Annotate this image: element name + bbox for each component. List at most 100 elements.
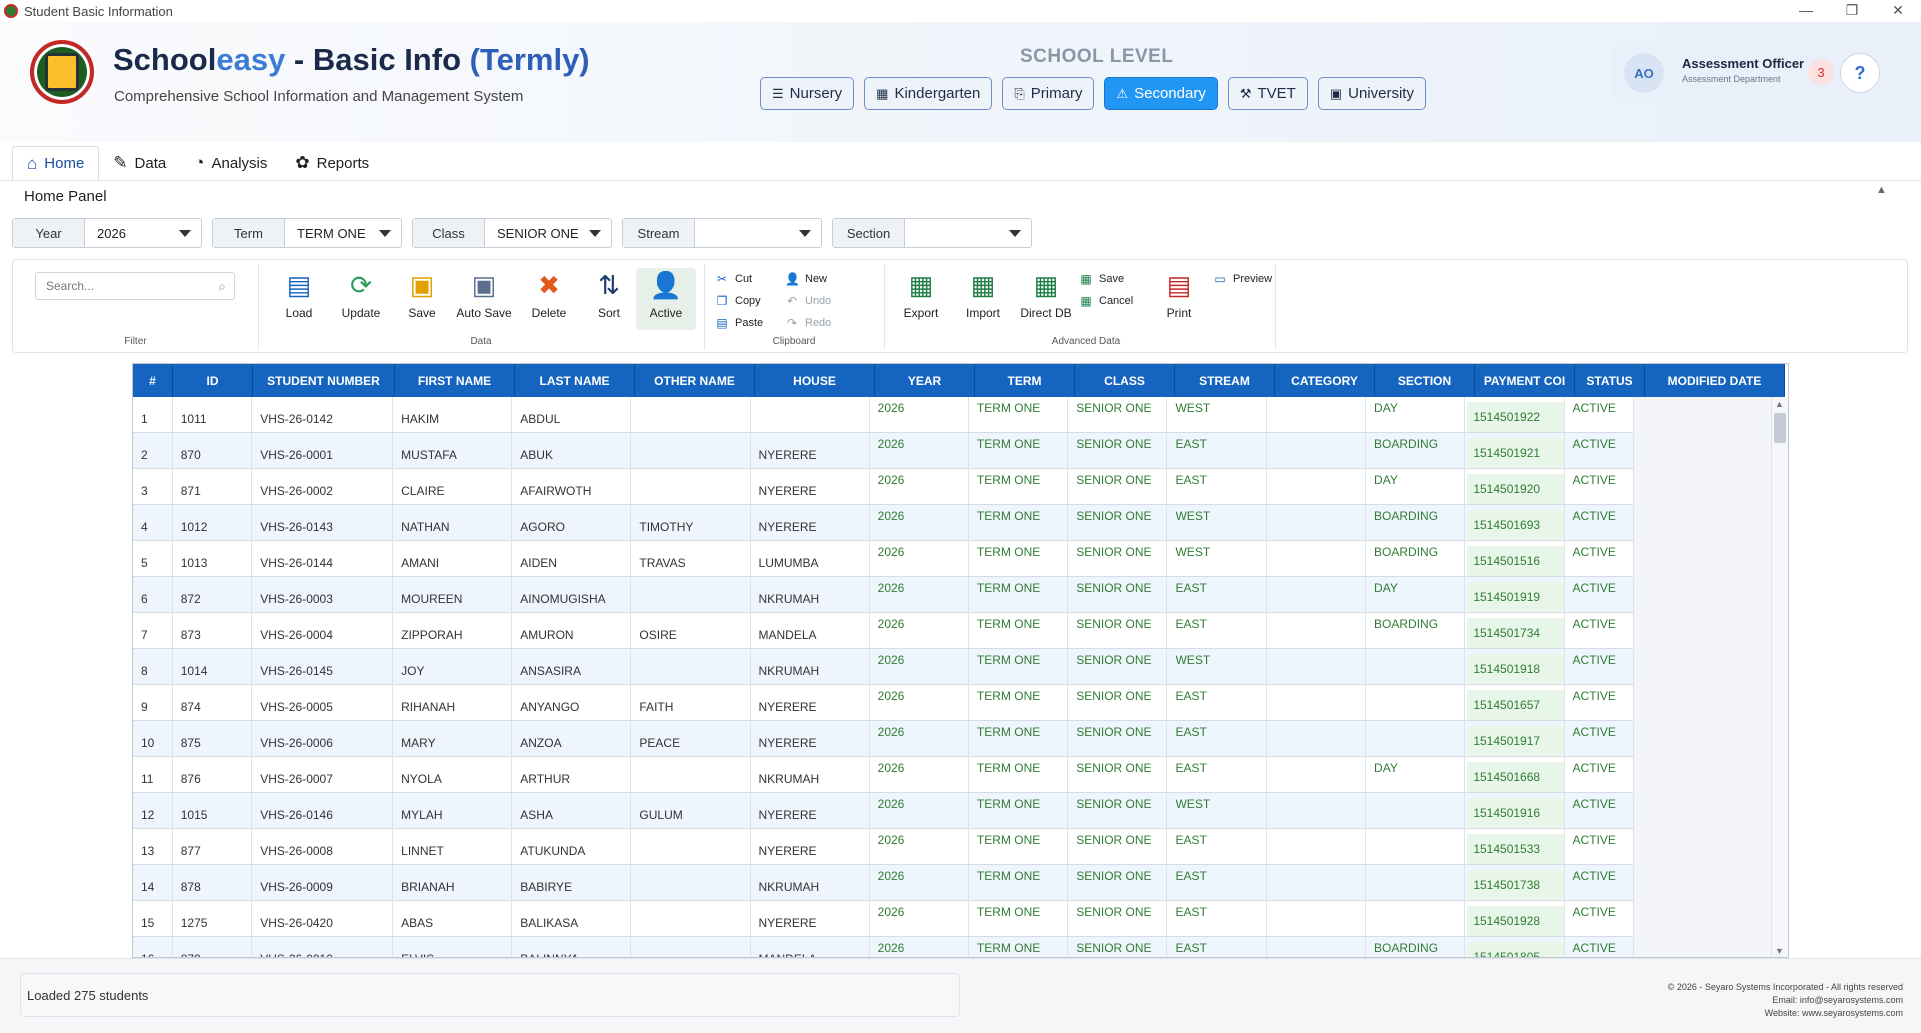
cell-col-payment-code[interactable]: 1514501734	[1465, 613, 1565, 649]
cell-col-first-name[interactable]: MARY	[393, 721, 513, 757]
cell-col-modified-date[interactable]	[1634, 613, 1774, 649]
cell-col-term[interactable]: TERM ONE	[969, 829, 1069, 865]
cell-col-index[interactable]: 2	[133, 433, 173, 469]
avatar[interactable]: AO	[1624, 53, 1664, 93]
export-button[interactable]: ▦ Export	[903, 270, 939, 320]
cell-col-house[interactable]: NYERERE	[751, 685, 870, 721]
cell-col-id[interactable]: 875	[173, 721, 253, 757]
cell-col-category[interactable]	[1267, 901, 1367, 937]
cell-col-status[interactable]: ACTIVE	[1565, 865, 1635, 901]
cell-col-other-name[interactable]: OSIRE	[631, 613, 751, 649]
tab-home[interactable]: ⌂ Home	[12, 146, 100, 180]
cell-col-year[interactable]: 2026	[870, 901, 969, 937]
cell-col-student-number[interactable]: VHS-26-0002	[252, 469, 394, 505]
cell-col-payment-code[interactable]: 1514501668	[1465, 757, 1565, 793]
cell-col-class[interactable]: SENIOR ONE	[1068, 829, 1168, 865]
cell-col-section[interactable]: DAY	[1366, 577, 1466, 613]
cell-col-status[interactable]: ACTIVE	[1565, 901, 1635, 937]
cell-col-year[interactable]: 2026	[870, 541, 969, 577]
header-col-modified-date[interactable]: MODIFIED DATE	[1645, 364, 1785, 397]
header-col-house[interactable]: HOUSE	[755, 364, 875, 397]
cell-col-modified-date[interactable]	[1634, 793, 1774, 829]
header-col-term[interactable]: TERM	[975, 364, 1075, 397]
cell-col-year[interactable]: 2026	[870, 397, 969, 433]
cell-col-other-name[interactable]	[631, 649, 751, 685]
cell-col-student-number[interactable]: VHS-26-0005	[252, 685, 394, 721]
table-row[interactable]: 7 873 VHS-26-0004 ZIPPORAH AMURON OSIRE MANDEL…	[133, 613, 1774, 649]
table-row[interactable]: 9 874 VHS-26-0005 RIHANAH ANYANGO FAITH NYERER…	[133, 685, 1774, 721]
cell-col-last-name[interactable]: AMURON	[512, 613, 632, 649]
cell-col-term[interactable]: TERM ONE	[969, 613, 1069, 649]
cell-col-last-name[interactable]: ABUK	[512, 433, 632, 469]
cell-col-term[interactable]: TERM ONE	[969, 397, 1069, 433]
cell-col-index[interactable]: 14	[133, 865, 173, 901]
cell-col-payment-code[interactable]: 1514501657	[1465, 685, 1565, 721]
cell-col-payment-code[interactable]: 1514501928	[1465, 901, 1565, 937]
notification-badge[interactable]: 3	[1808, 59, 1834, 85]
cell-col-first-name[interactable]: AMANI	[393, 541, 513, 577]
cell-col-stream[interactable]: WEST	[1167, 541, 1267, 577]
auto-save-button[interactable]: ▣ Auto Save	[456, 270, 512, 320]
cell-col-last-name[interactable]: AIDEN	[512, 541, 632, 577]
cell-col-student-number[interactable]: VHS-26-0146	[252, 793, 394, 829]
update-button[interactable]: ⟳ Update	[341, 270, 381, 320]
cell-col-house[interactable]: NYERERE	[751, 901, 870, 937]
header-col-id[interactable]: ID	[173, 364, 253, 397]
cell-col-last-name[interactable]: BABIRYE	[512, 865, 632, 901]
cell-col-id[interactable]: 872	[173, 577, 253, 613]
cell-col-student-number[interactable]: VHS-26-0145	[252, 649, 394, 685]
cell-col-category[interactable]	[1267, 397, 1367, 433]
cell-col-category[interactable]	[1267, 721, 1367, 757]
cell-col-category[interactable]	[1267, 757, 1367, 793]
table-row[interactable]: 10 875 VHS-26-0006 MARY ANZOA PEACE NYERERE 202…	[133, 721, 1774, 757]
active-button[interactable]: 👤 Active	[636, 268, 696, 330]
cell-col-house[interactable]: NYERERE	[751, 721, 870, 757]
print-button[interactable]: ▤ Print	[1153, 268, 1205, 330]
cell-col-index[interactable]: 12	[133, 793, 173, 829]
cell-col-section[interactable]	[1366, 865, 1466, 901]
cell-col-id[interactable]: 1013	[173, 541, 253, 577]
cell-col-status[interactable]: ACTIVE	[1565, 613, 1635, 649]
cell-col-first-name[interactable]: MYLAH	[393, 793, 513, 829]
cell-col-student-number[interactable]: VHS-26-0142	[252, 397, 394, 433]
cell-col-first-name[interactable]: JOY	[393, 649, 513, 685]
cell-col-last-name[interactable]: ANSASIRA	[512, 649, 632, 685]
cell-col-student-number[interactable]: VHS-26-0009	[252, 865, 394, 901]
cell-col-house[interactable]: NYERERE	[751, 433, 870, 469]
cell-col-id[interactable]: 1015	[173, 793, 253, 829]
cell-col-stream[interactable]: EAST	[1167, 865, 1267, 901]
cell-col-first-name[interactable]: HAKIM	[393, 397, 513, 433]
cell-col-class[interactable]: SENIOR ONE	[1068, 397, 1168, 433]
sort-button[interactable]: ⇅ Sort	[583, 268, 635, 330]
cell-col-category[interactable]	[1267, 469, 1367, 505]
cell-col-class[interactable]: SENIOR ONE	[1068, 865, 1168, 901]
cell-col-id[interactable]: 874	[173, 685, 253, 721]
stream-value[interactable]	[695, 219, 821, 247]
cell-col-house[interactable]	[751, 397, 870, 433]
cell-col-student-number[interactable]: VHS-26-0006	[252, 721, 394, 757]
cell-col-modified-date[interactable]	[1634, 469, 1774, 505]
cell-col-other-name[interactable]	[631, 901, 751, 937]
cell-col-id[interactable]: 1012	[173, 505, 253, 541]
cell-col-id[interactable]: 879	[173, 937, 253, 957]
class-value[interactable]: SENIOR ONE	[485, 219, 611, 247]
cell-col-stream[interactable]: EAST	[1167, 577, 1267, 613]
cell-col-year[interactable]: 2026	[870, 613, 969, 649]
cell-col-first-name[interactable]: BRIANAH	[393, 865, 513, 901]
cell-col-payment-code[interactable]: 1514501693	[1465, 505, 1565, 541]
cell-col-term[interactable]: TERM ONE	[969, 901, 1069, 937]
paste-button[interactable]: ▤ Paste	[716, 316, 764, 330]
cell-col-last-name[interactable]: ASHA	[512, 793, 632, 829]
tab-data[interactable]: ✎ Data	[113, 153, 167, 172]
year-value[interactable]: 2026	[85, 219, 201, 247]
save-button[interactable]: ▣ Save	[396, 268, 448, 330]
cell-col-year[interactable]: 2026	[870, 937, 969, 957]
cell-col-last-name[interactable]: AFAIRWOTH	[512, 469, 632, 505]
cell-col-stream[interactable]: EAST	[1167, 613, 1267, 649]
cell-col-student-number[interactable]: VHS-26-0144	[252, 541, 394, 577]
cell-col-index[interactable]: 3	[133, 469, 173, 505]
scroll-down-icon[interactable]: ▼	[1775, 946, 1784, 956]
cell-col-id[interactable]: 877	[173, 829, 253, 865]
table-row[interactable]: 15 1275 VHS-26-0420 ABAS BALIKASA NYERERE 2026…	[133, 901, 1774, 937]
restore-button[interactable]: ❐	[1845, 2, 1859, 18]
